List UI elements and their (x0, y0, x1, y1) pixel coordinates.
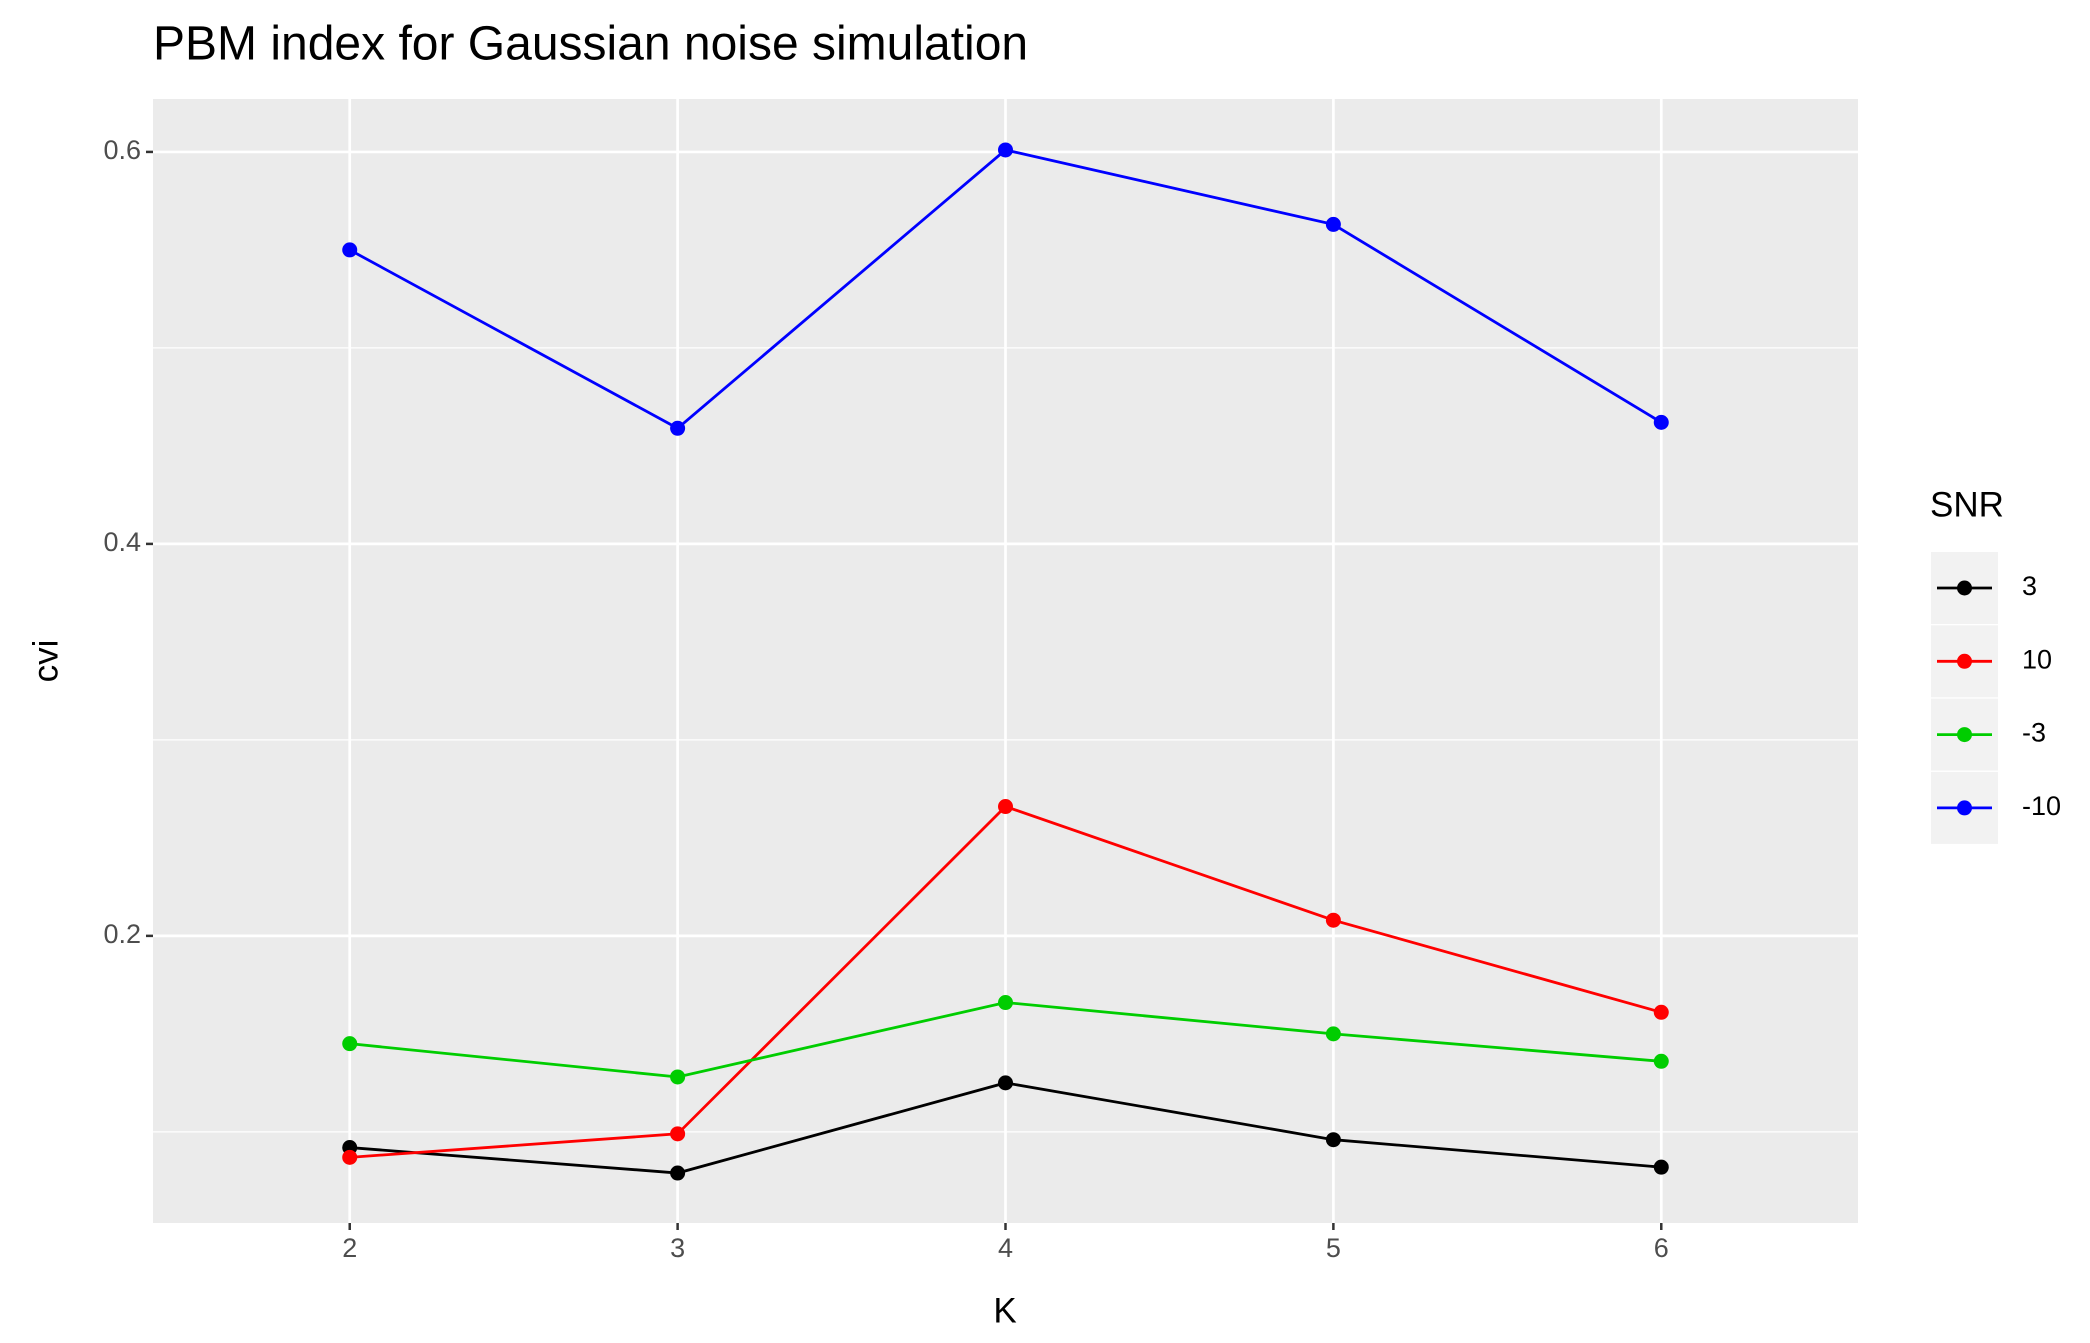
legend-point (1957, 580, 1972, 596)
y-tick-label: 0.4 (103, 527, 141, 557)
x-tick-label: 3 (670, 1233, 685, 1263)
legend-label: 10 (2022, 644, 2052, 674)
data-point (1653, 414, 1669, 430)
data-point (670, 1126, 686, 1142)
data-point (1653, 1004, 1669, 1020)
y-tick-label: 0.6 (103, 135, 141, 165)
data-point (998, 995, 1013, 1011)
x-tick-label: 4 (998, 1233, 1013, 1263)
legend-label: -10 (2022, 791, 2061, 821)
data-point (670, 1069, 686, 1085)
data-point (998, 799, 1013, 815)
chart-title: PBM index for Gaussian noise simulation (153, 18, 1028, 71)
data-point (1325, 1132, 1341, 1148)
x-tick-label: 5 (1326, 1233, 1341, 1263)
legend-label: -3 (2022, 718, 2046, 748)
data-point (342, 1149, 358, 1165)
data-point (342, 1036, 358, 1052)
data-point (1325, 1026, 1341, 1042)
legend-point (1957, 727, 1972, 743)
data-point (1325, 912, 1341, 928)
legend-title: SNR (1930, 485, 2004, 524)
data-point (998, 1075, 1013, 1091)
data-point (670, 420, 686, 436)
data-point (1653, 1053, 1669, 1069)
y-tick-label: 0.2 (103, 919, 141, 949)
data-point (998, 142, 1013, 158)
y-axis-title: cvi (26, 640, 65, 683)
x-axis-title: K (993, 1291, 1016, 1330)
x-tick-label: 6 (1654, 1233, 1669, 1263)
legend-point (1957, 653, 1972, 669)
legend-label: 3 (2022, 571, 2037, 601)
data-point (1325, 216, 1341, 232)
data-point (670, 1165, 686, 1181)
legend-point (1957, 800, 1972, 816)
data-point (342, 242, 358, 258)
x-tick-label: 2 (342, 1233, 357, 1263)
data-point (1653, 1159, 1669, 1175)
